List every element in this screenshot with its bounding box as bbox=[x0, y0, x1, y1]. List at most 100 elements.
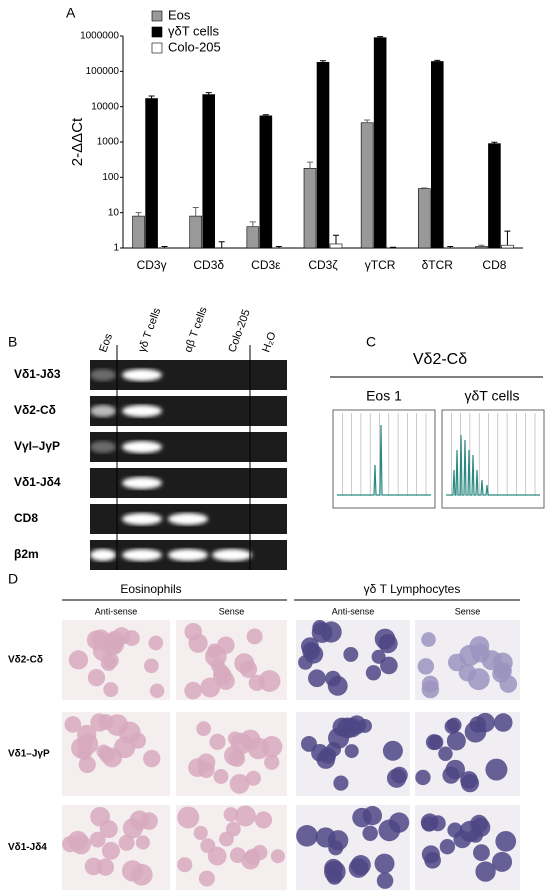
cell bbox=[327, 675, 348, 696]
error-bar bbox=[161, 246, 168, 248]
error-bar bbox=[320, 60, 326, 63]
plot-label: γδT cells bbox=[465, 388, 520, 404]
cell bbox=[209, 733, 226, 750]
bar bbox=[316, 62, 330, 249]
error-bar bbox=[148, 95, 155, 99]
cell bbox=[224, 745, 244, 766]
y-tick-label: 100 bbox=[102, 172, 119, 183]
error-bar bbox=[377, 36, 384, 38]
cell bbox=[177, 806, 200, 829]
cell bbox=[357, 718, 372, 733]
cell bbox=[210, 658, 225, 673]
row-label: VγI–JγP bbox=[14, 439, 60, 453]
cell bbox=[492, 851, 513, 872]
gel-row bbox=[90, 360, 287, 390]
x-tick-label: γTCR bbox=[365, 258, 396, 272]
cell bbox=[68, 650, 89, 670]
cell bbox=[344, 744, 359, 759]
cell bbox=[475, 861, 496, 882]
row-label: Vδ2-Cδ bbox=[8, 655, 43, 666]
gel-band bbox=[168, 549, 208, 561]
cell bbox=[376, 872, 394, 889]
gel-band bbox=[212, 549, 252, 561]
error-bar bbox=[390, 246, 397, 248]
y-tick-label: 10 bbox=[108, 207, 120, 218]
cell bbox=[374, 853, 395, 874]
bar bbox=[360, 122, 374, 249]
row-label: CD8 bbox=[14, 511, 38, 525]
x-tick-label: CD3γ bbox=[137, 258, 167, 272]
bar bbox=[145, 98, 158, 249]
cell bbox=[421, 845, 440, 864]
cell bbox=[386, 768, 407, 788]
gel-band bbox=[122, 513, 162, 525]
cell bbox=[380, 656, 398, 675]
legend-label: Eos bbox=[168, 7, 191, 22]
cell bbox=[149, 683, 165, 699]
error-bar bbox=[218, 241, 225, 248]
gel-row bbox=[90, 396, 287, 426]
bar bbox=[417, 188, 431, 249]
cell bbox=[123, 630, 140, 647]
bar bbox=[132, 215, 145, 249]
cell bbox=[438, 746, 453, 761]
bar bbox=[303, 168, 317, 249]
row-label: Vδ1-Jδ4 bbox=[8, 842, 47, 853]
cell bbox=[473, 844, 490, 862]
gel-row bbox=[90, 468, 287, 498]
cell bbox=[135, 835, 150, 850]
cell bbox=[64, 716, 82, 733]
cell bbox=[89, 831, 106, 848]
bar bbox=[475, 246, 488, 249]
cell bbox=[315, 827, 336, 848]
cell bbox=[245, 770, 261, 786]
bar bbox=[246, 226, 260, 249]
cell bbox=[177, 857, 193, 873]
cell bbox=[365, 665, 382, 681]
x-tick-label: CD3δ bbox=[193, 258, 224, 272]
error-bar bbox=[262, 114, 269, 116]
cell bbox=[62, 835, 79, 853]
error-bar bbox=[491, 141, 498, 144]
cell bbox=[371, 649, 386, 664]
cell bbox=[118, 834, 135, 851]
bar bbox=[329, 243, 343, 249]
row-label: β2m bbox=[14, 547, 39, 561]
x-tick-label: CD3ε bbox=[251, 258, 281, 272]
cell bbox=[382, 740, 403, 761]
cell bbox=[97, 714, 114, 730]
cell bbox=[324, 858, 343, 878]
cell bbox=[445, 759, 465, 780]
cell bbox=[90, 806, 111, 827]
cell bbox=[241, 851, 260, 870]
cell bbox=[223, 807, 239, 822]
legend-swatch bbox=[151, 26, 163, 38]
gel-band bbox=[122, 369, 162, 381]
gel-band bbox=[90, 441, 116, 453]
cell bbox=[388, 812, 410, 833]
error-bar bbox=[434, 59, 441, 62]
cell bbox=[467, 668, 490, 691]
cell bbox=[78, 755, 96, 774]
cell bbox=[198, 870, 215, 887]
cell bbox=[415, 769, 431, 786]
y-tick-label: 1 bbox=[113, 243, 119, 254]
cell bbox=[333, 775, 349, 791]
y-axis-label: 2-ΔΔCt bbox=[69, 117, 86, 166]
legend-label: Colo-205 bbox=[168, 39, 221, 54]
cell bbox=[312, 620, 328, 636]
cell bbox=[143, 749, 161, 768]
cell bbox=[342, 718, 362, 738]
cell bbox=[326, 741, 342, 757]
lane-label: Eos bbox=[97, 332, 115, 354]
probe-label: Anti-sense bbox=[95, 606, 138, 616]
cell bbox=[362, 825, 378, 841]
cell bbox=[485, 758, 508, 781]
cell bbox=[439, 839, 456, 855]
cell bbox=[447, 822, 463, 838]
row-label: Vδ1–JγP bbox=[8, 749, 50, 760]
probe-label: Sense bbox=[455, 606, 481, 616]
lane-label: αβ T cells bbox=[182, 305, 210, 354]
cell bbox=[343, 647, 359, 662]
